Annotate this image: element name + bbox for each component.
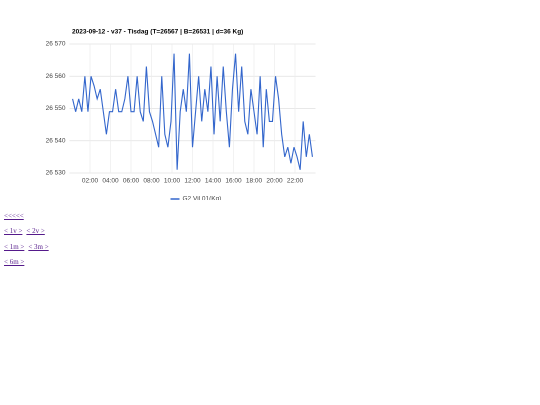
x-tick-label: 18:00 bbox=[246, 178, 263, 185]
nav-link[interactable]: < 1m > bbox=[4, 242, 25, 251]
link-row: < 1v > < 2v > bbox=[4, 227, 53, 242]
x-tick-label: 04:00 bbox=[102, 178, 119, 185]
x-tick-label: 20:00 bbox=[266, 178, 283, 185]
link-row: <<<<< bbox=[4, 212, 53, 227]
x-tick-label: 08:00 bbox=[143, 178, 160, 185]
chart: 2023-09-12 - v37 - Tisdag (T=26567 | B=2… bbox=[46, 29, 316, 200]
link-row: < 6m > bbox=[4, 258, 53, 273]
x-tick-label: 14:00 bbox=[205, 178, 222, 185]
nav-link[interactable]: < 3m > bbox=[28, 242, 49, 251]
data-line bbox=[72, 53, 313, 170]
nav-link[interactable]: < 2v > bbox=[26, 227, 45, 236]
x-tick-label: 22:00 bbox=[287, 178, 304, 185]
legend-label: G2 Vil 01(Kg) bbox=[183, 196, 222, 200]
nav-link[interactable]: < 1v > bbox=[4, 227, 23, 236]
x-tick-label: 10:00 bbox=[164, 178, 181, 185]
nav-links: <<<<< < 1v > < 2v > < 1m > < 3m > < 6m > bbox=[4, 212, 53, 273]
nav-link[interactable]: < 6m > bbox=[4, 257, 25, 266]
nav-link[interactable]: <<<<< bbox=[4, 212, 24, 220]
x-tick-label: 02:00 bbox=[82, 178, 99, 185]
y-tick-label: 26 560 bbox=[46, 73, 66, 80]
x-tick-label: 06:00 bbox=[123, 178, 140, 185]
x-tick-label: 12:00 bbox=[184, 178, 201, 185]
y-tick-label: 26 540 bbox=[46, 137, 66, 144]
x-tick-label: 16:00 bbox=[225, 178, 242, 185]
y-tick-label: 26 570 bbox=[46, 41, 66, 48]
y-tick-label: 26 550 bbox=[46, 105, 66, 112]
link-row: < 1m > < 3m > bbox=[4, 243, 53, 258]
chart-title: 2023-09-12 - v37 - Tisdag (T=26567 | B=2… bbox=[72, 29, 243, 36]
y-tick-label: 26 530 bbox=[46, 170, 66, 177]
